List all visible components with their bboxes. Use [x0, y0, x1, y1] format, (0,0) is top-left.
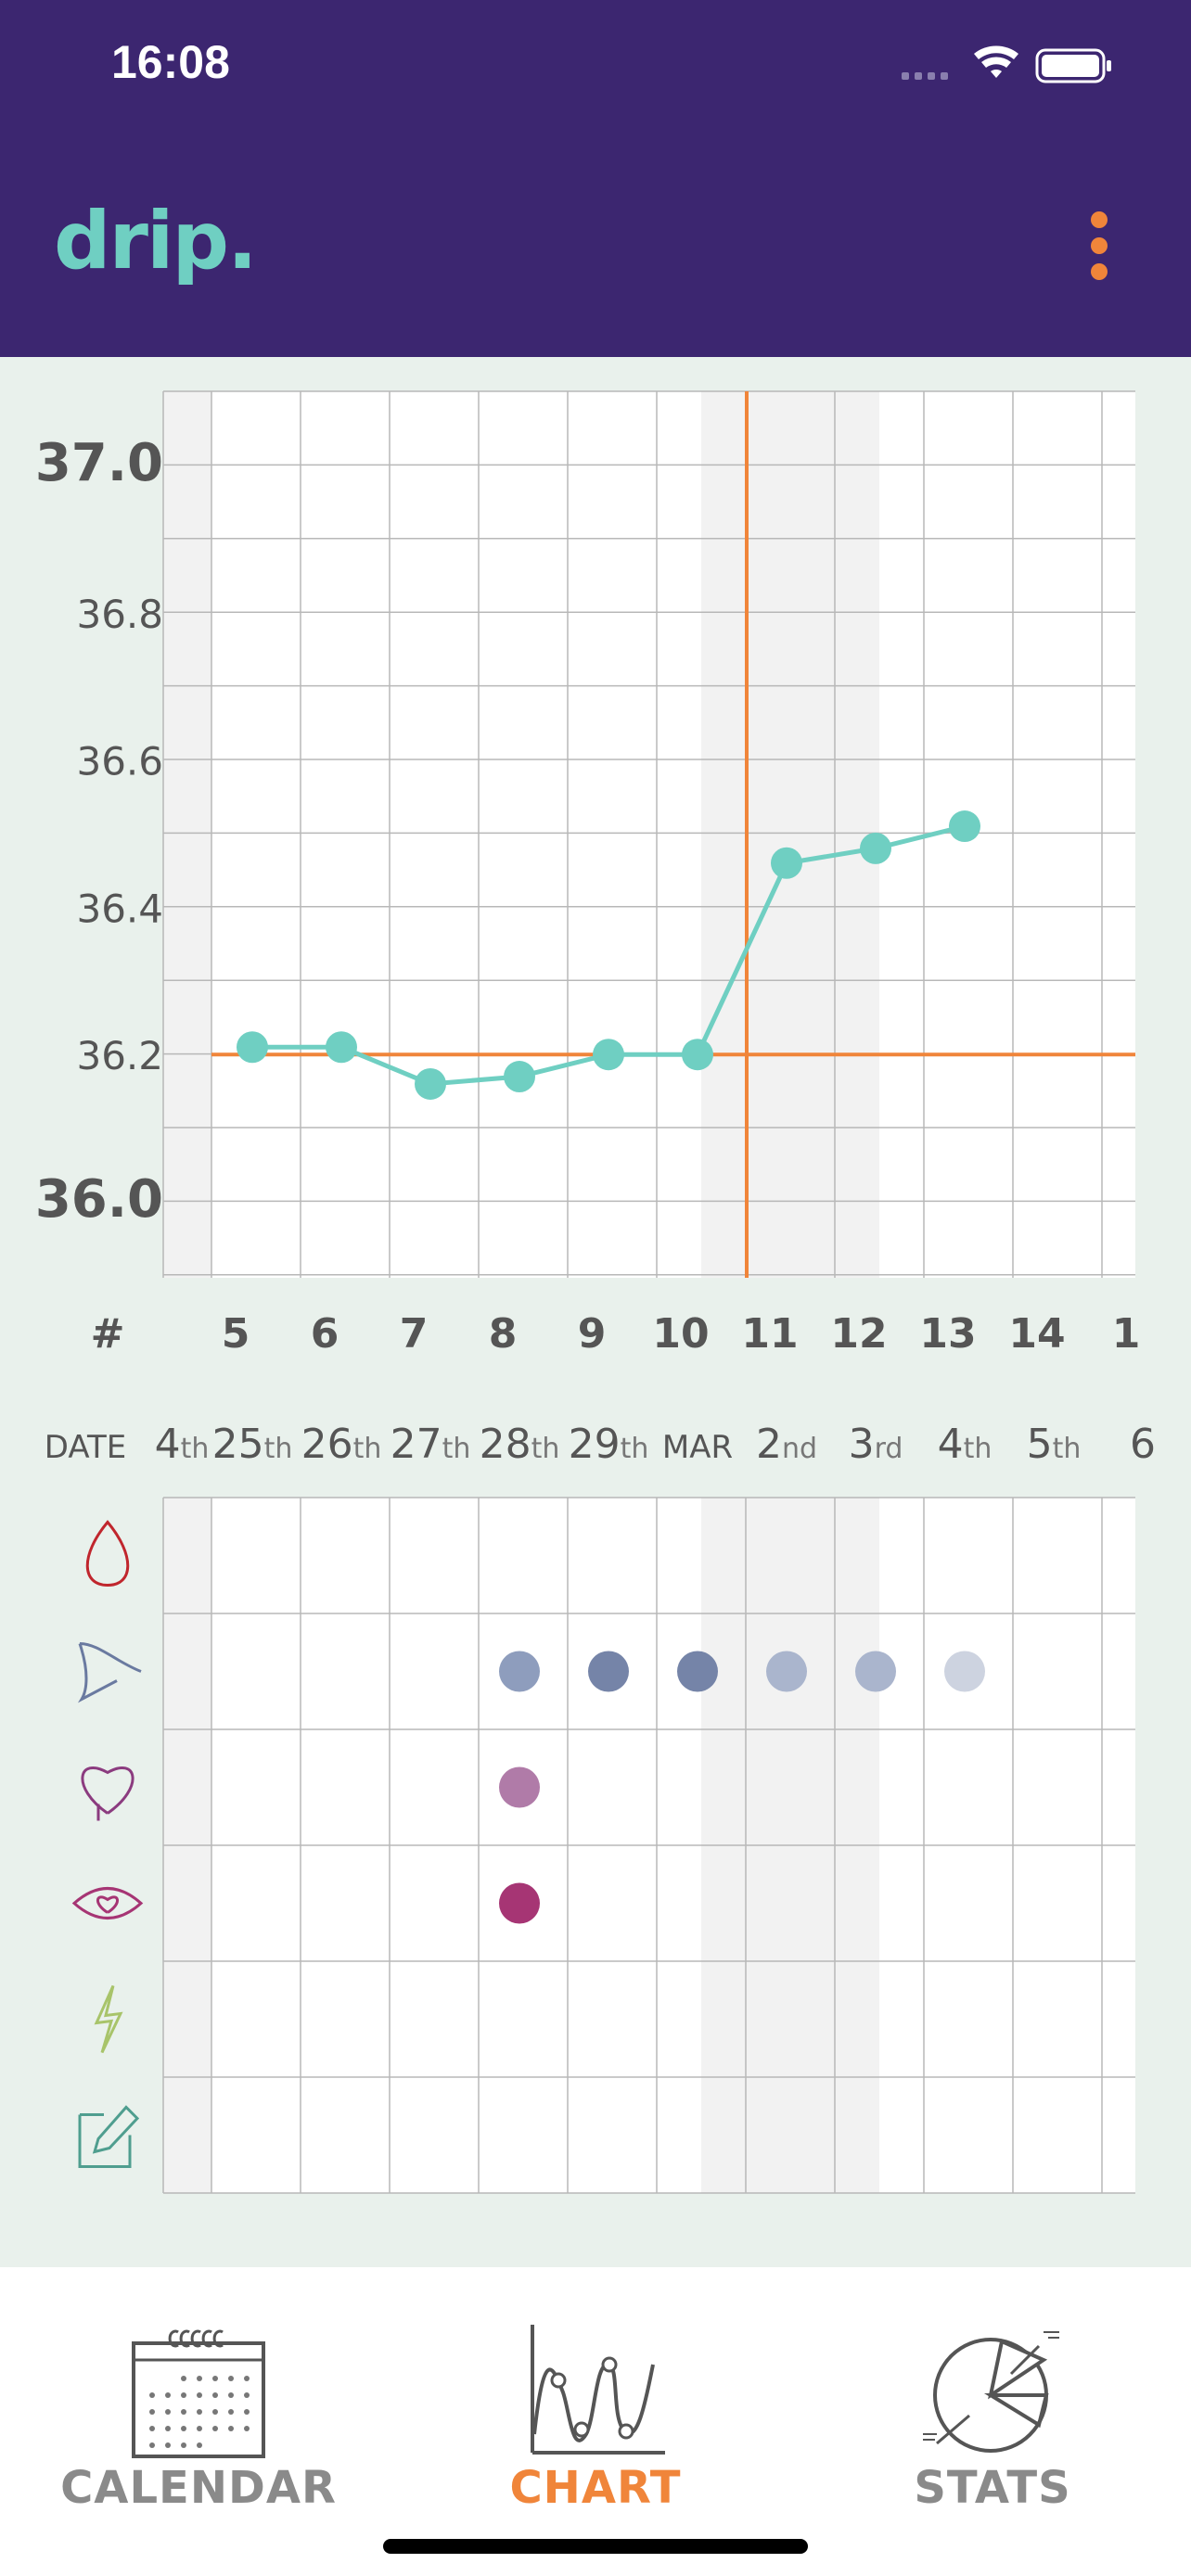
cycle-day-label: 12 — [830, 1310, 887, 1358]
sex-icon — [81, 1766, 134, 1821]
cycle-day-header: # — [91, 1310, 125, 1358]
mucus-dot[interactable] — [855, 1651, 896, 1692]
date-label: 25th — [212, 1421, 293, 1468]
app-header: 16:08 drip. — [0, 0, 1191, 357]
temperature-point[interactable] — [326, 1031, 357, 1064]
cycle-day-label: 14 — [1008, 1310, 1065, 1358]
y-tick-label: 36.6 — [76, 739, 163, 784]
calendar-icon — [132, 2329, 265, 2458]
stats-icon — [923, 2331, 1059, 2453]
mucus-dot[interactable] — [766, 1651, 807, 1692]
temperature-point[interactable] — [593, 1039, 624, 1071]
y-tick-label: 37.0 — [35, 433, 163, 493]
status-icons — [902, 45, 1111, 83]
shade-col — [163, 391, 211, 1278]
temperature-point[interactable] — [771, 847, 802, 879]
y-tick-label: 36.2 — [76, 1033, 163, 1078]
cycle-day-label: 9 — [578, 1310, 607, 1358]
cycle-day-label: 10 — [652, 1310, 709, 1358]
y-tick-label: 36.8 — [76, 592, 163, 637]
date-label: 4th — [938, 1421, 992, 1468]
status-time: 16:08 — [111, 36, 230, 88]
chart-icon — [531, 2325, 665, 2455]
date-label: 27th — [391, 1421, 471, 1468]
temperature-point[interactable] — [237, 1031, 268, 1064]
date-label: MAR — [662, 1429, 733, 1466]
cycle-day-label: 11 — [741, 1310, 798, 1358]
nav-stats-label: STATS — [914, 2462, 1071, 2514]
nav-chart-label: CHART — [509, 2462, 682, 2514]
date-label: 5th — [1027, 1421, 1082, 1468]
menu-icon[interactable] — [1085, 209, 1113, 283]
note-pen-icon — [92, 2105, 140, 2154]
temperature-point[interactable] — [860, 832, 891, 864]
cycle-day-label: 7 — [400, 1310, 429, 1358]
bleeding-icon — [85, 1520, 130, 1588]
mucus-dot[interactable] — [944, 1651, 985, 1692]
pain-icon — [94, 1984, 123, 2054]
note-icon — [78, 2113, 132, 2168]
cycle-day-label: 13 — [919, 1310, 976, 1358]
desire-icon — [71, 1887, 144, 1919]
cycle-day-label: 6 — [311, 1310, 339, 1358]
date-label: 3rd — [849, 1421, 903, 1468]
date-label: 28th — [480, 1421, 560, 1468]
signal-icon — [902, 72, 948, 80]
y-tick-label: 36.4 — [76, 886, 163, 931]
mucus-icon — [77, 1642, 142, 1703]
date-label: 26th — [301, 1421, 382, 1468]
mucus-dot[interactable] — [588, 1651, 629, 1692]
cycle-day-label: 5 — [222, 1310, 250, 1358]
y-tick-label: 36.0 — [35, 1169, 163, 1230]
app-logo: drip. — [54, 195, 258, 287]
temperature-point[interactable] — [415, 1067, 446, 1100]
temperature-point[interactable] — [504, 1061, 535, 1093]
nav-calendar-label: CALENDAR — [60, 2462, 337, 2514]
nav-stats[interactable]: STATS — [794, 2267, 1191, 2576]
cycle-chart[interactable]: 37.036.836.636.436.236.0# 5 6 7 8 9 10 11 12 13 14… — [0, 357, 1191, 2267]
date-label: 29th — [569, 1421, 649, 1468]
cycle-day-label: 1 — [1112, 1310, 1141, 1358]
temp-grid-bg — [163, 391, 1135, 1278]
home-indicator — [383, 2539, 808, 2554]
nav-chart[interactable]: CHART — [397, 2267, 794, 2576]
desire-dot[interactable] — [499, 1882, 540, 1924]
nav-calendar[interactable]: CALENDAR — [0, 2267, 397, 2576]
mucus-dot[interactable] — [499, 1651, 540, 1692]
wifi-icon — [974, 45, 1018, 78]
temperature-point[interactable] — [949, 810, 980, 843]
desire-heart-icon — [96, 1895, 119, 1914]
temperature-point[interactable] — [682, 1039, 713, 1071]
sex-dot[interactable] — [499, 1766, 540, 1808]
date-label: 2nd — [756, 1421, 817, 1468]
battery-icon — [1035, 48, 1111, 83]
date-header: DATE — [45, 1429, 126, 1466]
mucus-dot[interactable] — [677, 1651, 718, 1692]
bottom-nav: CALENDAR CHART STATS — [0, 2267, 1191, 2576]
cycle-day-label: 8 — [489, 1310, 518, 1358]
date-label: 6 — [1130, 1421, 1156, 1468]
date-label: 4th — [155, 1421, 210, 1468]
